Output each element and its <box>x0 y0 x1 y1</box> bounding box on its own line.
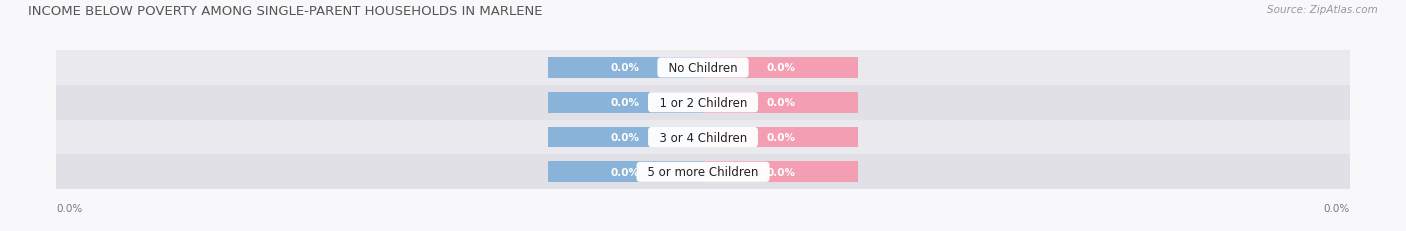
Bar <box>548 92 703 113</box>
Text: 0.0%: 0.0% <box>766 167 796 177</box>
Bar <box>548 162 703 182</box>
Bar <box>703 92 858 113</box>
Text: 0.0%: 0.0% <box>610 98 640 108</box>
Bar <box>56 51 1350 85</box>
Text: 0.0%: 0.0% <box>610 132 640 143</box>
Bar <box>548 127 703 148</box>
Bar <box>56 85 1350 120</box>
Bar <box>56 155 1350 189</box>
Text: INCOME BELOW POVERTY AMONG SINGLE-PARENT HOUSEHOLDS IN MARLENE: INCOME BELOW POVERTY AMONG SINGLE-PARENT… <box>28 5 543 18</box>
Bar <box>56 120 1350 155</box>
Text: 5 or more Children: 5 or more Children <box>640 166 766 179</box>
Bar <box>703 127 858 148</box>
Text: 1 or 2 Children: 1 or 2 Children <box>651 96 755 109</box>
Legend: Single Father, Single Mother: Single Father, Single Mother <box>596 226 810 231</box>
Text: 0.0%: 0.0% <box>56 203 83 213</box>
Text: No Children: No Children <box>661 62 745 75</box>
Text: 3 or 4 Children: 3 or 4 Children <box>651 131 755 144</box>
Text: 0.0%: 0.0% <box>610 63 640 73</box>
Text: 0.0%: 0.0% <box>610 167 640 177</box>
Text: 0.0%: 0.0% <box>766 98 796 108</box>
Bar <box>703 58 858 79</box>
Text: 0.0%: 0.0% <box>766 132 796 143</box>
Text: 0.0%: 0.0% <box>766 63 796 73</box>
Text: 0.0%: 0.0% <box>1323 203 1350 213</box>
Text: Source: ZipAtlas.com: Source: ZipAtlas.com <box>1267 5 1378 15</box>
Bar <box>548 58 703 79</box>
Bar <box>703 162 858 182</box>
